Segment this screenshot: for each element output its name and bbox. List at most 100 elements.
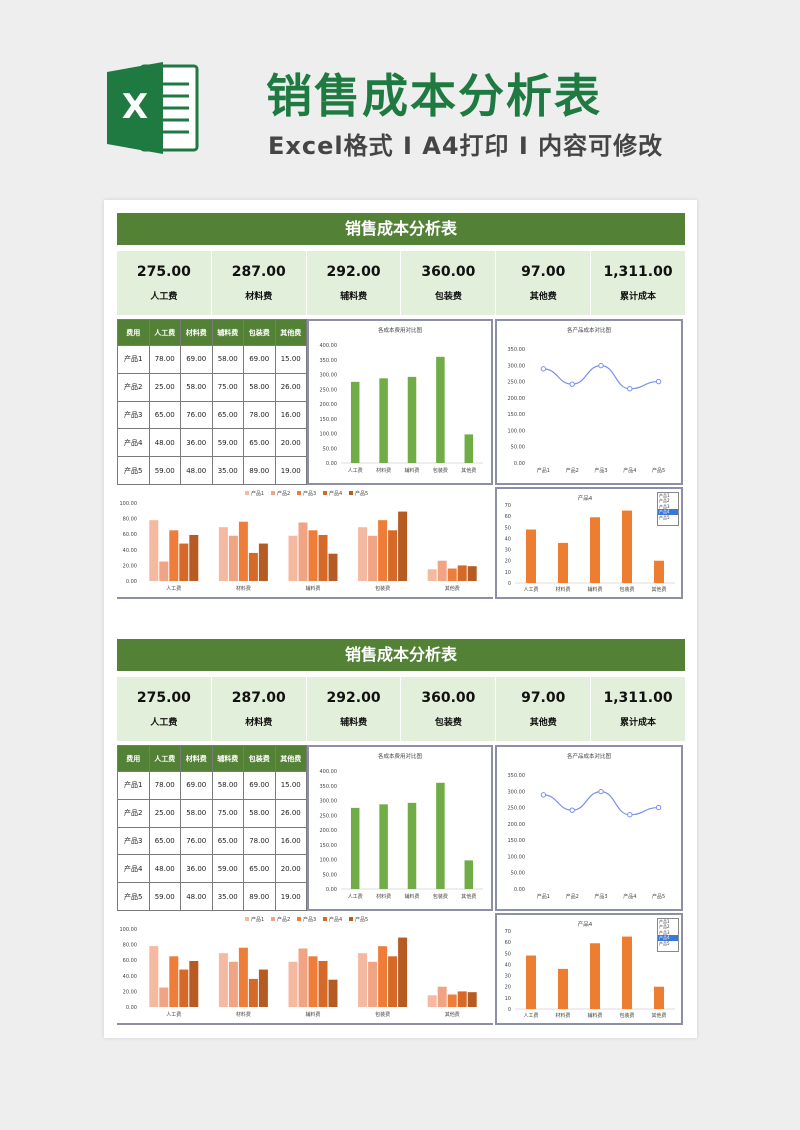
table-cell[interactable]: 76.00 [180, 400, 213, 430]
table-cell[interactable]: 69.00 [180, 345, 213, 374]
table-cell[interactable]: 69.00 [180, 771, 213, 800]
chart-title: 各成本费用对比图 [378, 752, 423, 760]
picker-option[interactable]: 产品5 [659, 940, 670, 946]
x-tick-label: 包装费 [619, 1012, 634, 1019]
legend-entry: 产品3 [303, 916, 316, 923]
picker-option[interactable]: 产品1 [659, 919, 670, 924]
y-tick-label: 10 [505, 570, 511, 576]
logo-letter: X [122, 87, 148, 127]
table-cell[interactable]: 78.00 [243, 826, 276, 856]
table-cell[interactable]: 产品4 [117, 428, 150, 458]
y-tick-label: 40 [505, 962, 511, 968]
table-cell[interactable]: 58.00 [243, 798, 276, 828]
y-tick-label: 80.00 [123, 517, 137, 523]
table-cell[interactable]: 16.00 [274, 400, 307, 430]
table-cell[interactable]: 65.00 [211, 400, 244, 430]
x-tick-label: 辅料费 [404, 893, 419, 900]
kpi-card: 292.00 辅料费 [307, 677, 402, 741]
x-tick-label: 产品3 [594, 467, 607, 474]
picker-option[interactable]: 产品4 [658, 935, 678, 941]
picker-option[interactable]: 产品1 [659, 493, 670, 498]
picker-option[interactable]: 产品3 [659, 503, 670, 509]
table-cell[interactable]: 69.00 [243, 771, 276, 800]
table-cell[interactable]: 65.00 [243, 854, 276, 884]
table-cell[interactable]: 产品1 [117, 771, 150, 800]
table-cell[interactable]: 25.00 [148, 798, 181, 828]
table-cell[interactable]: 65.00 [148, 400, 181, 430]
table-cell[interactable]: 产品2 [117, 372, 150, 402]
table-cell[interactable]: 59.00 [148, 882, 181, 911]
table-cell[interactable]: 产品2 [117, 798, 150, 828]
product-cost-line-chart: 各产品成本对比图 350.00 300.00 250.00 200.00 150.00 10… [495, 745, 683, 911]
table-cell[interactable]: 59.00 [211, 854, 244, 884]
table-cell[interactable]: 36.00 [180, 854, 213, 884]
table-cell[interactable]: 产品5 [117, 882, 150, 911]
table-cell[interactable]: 15.00 [274, 771, 307, 800]
picker-option[interactable]: 产品4 [658, 509, 678, 515]
picker-option[interactable]: 产品3 [659, 929, 670, 935]
legend-swatch [349, 917, 353, 921]
bar [358, 953, 368, 1007]
y-tick-label: 350.00 [320, 358, 338, 364]
y-tick-label: 30 [505, 548, 511, 554]
table-cell[interactable]: 65.00 [148, 826, 181, 856]
table-cell[interactable]: 78.00 [243, 400, 276, 430]
table-cell[interactable]: 65.00 [243, 428, 276, 458]
table-cell[interactable]: 58.00 [180, 372, 213, 402]
bar [308, 956, 318, 1007]
table-cell[interactable]: 75.00 [211, 372, 244, 402]
table-cell[interactable]: 78.00 [148, 345, 181, 374]
table-cell[interactable]: 15.00 [274, 345, 307, 374]
table-cell[interactable]: 35.00 [211, 882, 244, 911]
table-cell[interactable]: 89.00 [243, 882, 276, 911]
picker-option[interactable]: 产品2 [659, 924, 670, 930]
table-cell[interactable]: 58.00 [243, 372, 276, 402]
table-cell[interactable]: 19.00 [274, 456, 307, 485]
table-cell[interactable]: 16.00 [274, 826, 307, 856]
series-line [543, 365, 659, 390]
table-cell[interactable]: 48.00 [180, 882, 213, 911]
table-cell[interactable]: 25.00 [148, 372, 181, 402]
table-cell[interactable]: 89.00 [243, 456, 276, 485]
x-tick-label: 人工费 [348, 893, 363, 900]
table-cell[interactable]: 76.00 [180, 826, 213, 856]
table-cell[interactable]: 26.00 [274, 372, 307, 402]
table-cell[interactable]: 75.00 [211, 798, 244, 828]
table-cell[interactable]: 58.00 [180, 798, 213, 828]
kpi-card: 97.00 其他费 [496, 677, 592, 741]
product-picker[interactable]: 产品1 产品2 产品3 产品4 产品5 [657, 918, 679, 952]
bar [318, 534, 328, 581]
table-cell[interactable]: 36.00 [180, 428, 213, 458]
table-cell[interactable]: 26.00 [274, 798, 307, 828]
table-cell[interactable]: 48.00 [148, 428, 181, 458]
clustered-bar-chart: 产品1 产品2 产品3 产品4 产品5 100.00 80.00 60.00 40.00 20.0… [117, 913, 493, 1025]
table-cell[interactable]: 59.00 [148, 456, 181, 485]
table-cell[interactable]: 48.00 [180, 456, 213, 485]
table-cell[interactable]: 48.00 [148, 854, 181, 884]
product-picker[interactable]: 产品1 产品2 产品3 产品4 产品5 [657, 492, 679, 526]
table-cell[interactable]: 20.00 [274, 854, 307, 884]
table-cell[interactable]: 65.00 [211, 826, 244, 856]
table-cell[interactable]: 58.00 [211, 771, 244, 800]
table-cell[interactable]: 产品3 [117, 400, 150, 430]
table-cell[interactable]: 19.00 [274, 882, 307, 911]
y-tick-label: 50.00 [511, 445, 525, 451]
picker-option[interactable]: 产品5 [659, 514, 670, 520]
y-tick-label: 50.00 [323, 446, 337, 452]
table-cell[interactable]: 产品3 [117, 826, 150, 856]
bar [179, 543, 189, 581]
table-cell[interactable]: 35.00 [211, 456, 244, 485]
x-tick-label: 其他费 [445, 1011, 460, 1018]
table-cell[interactable]: 58.00 [211, 345, 244, 374]
table-cell[interactable]: 78.00 [148, 771, 181, 800]
table-cell[interactable]: 20.00 [274, 428, 307, 458]
table-cell[interactable]: 69.00 [243, 345, 276, 374]
table-cell[interactable]: 产品5 [117, 456, 150, 485]
bar [558, 542, 568, 583]
table-cell[interactable]: 产品1 [117, 345, 150, 374]
kpi-label: 其他费 [529, 718, 557, 728]
picker-option[interactable]: 产品2 [659, 498, 670, 504]
table-cell[interactable]: 产品4 [117, 854, 150, 884]
legend-swatch [323, 491, 327, 495]
table-cell[interactable]: 59.00 [211, 428, 244, 458]
